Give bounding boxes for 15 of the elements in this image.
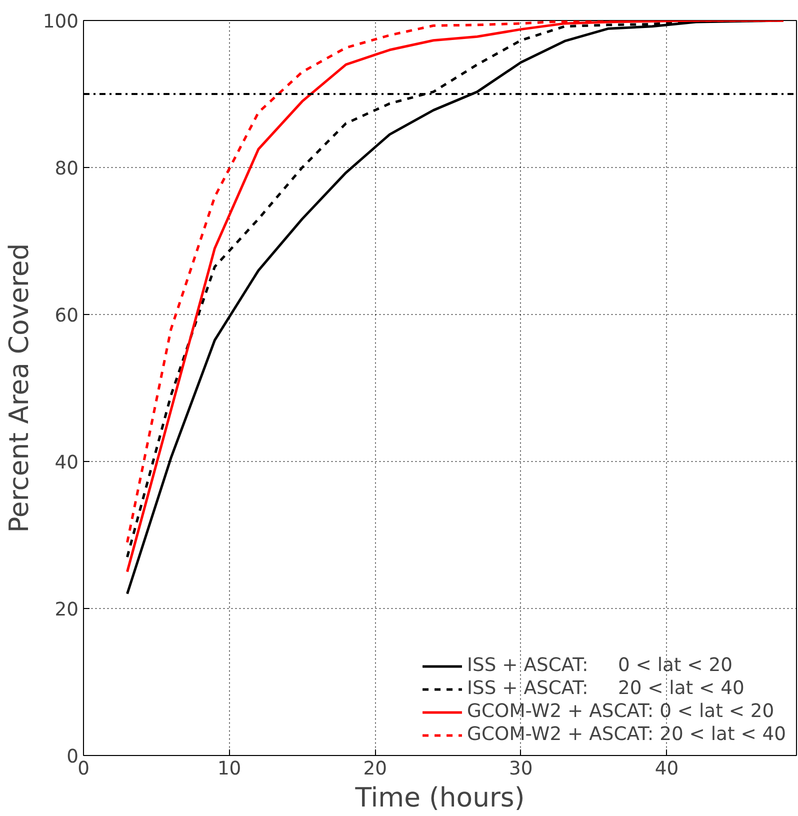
y-tick-label: 60	[54, 306, 79, 326]
x-axis-title: Time (hours)	[354, 782, 525, 814]
y-tick-label: 40	[54, 452, 79, 474]
legend-label: GCOM-W2 + ASCAT: 20 < lat < 40	[467, 724, 786, 745]
y-tick-label: 20	[54, 600, 79, 620]
legend-label: GCOM-W2 + ASCAT: 0 < lat < 20	[467, 701, 774, 722]
x-tick-label: 10	[217, 758, 242, 780]
y-axis-title: Percent Area Covered	[4, 243, 35, 533]
x-tick-label: 40	[654, 758, 679, 780]
y-tick-label: 100	[42, 12, 78, 32]
y-tick-label: 80	[54, 158, 79, 180]
x-tick-label: 30	[509, 758, 533, 780]
legend-label: ISS + ASCAT: 0 < lat < 20	[467, 655, 732, 676]
legend-label: ISS + ASCAT: 20 < lat < 40	[467, 678, 744, 699]
x-tick-label: 20	[363, 758, 387, 780]
